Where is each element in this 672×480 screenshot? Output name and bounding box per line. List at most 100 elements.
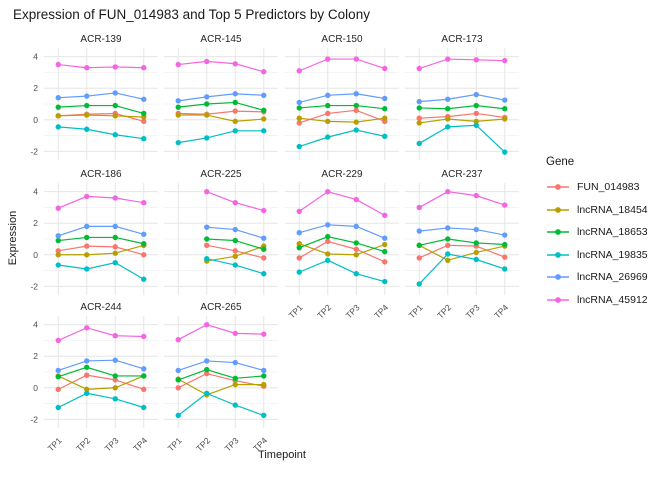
data-point — [445, 236, 451, 242]
series-lncRNA_45912 — [416, 56, 508, 72]
series-line — [58, 114, 144, 118]
series-line — [58, 236, 144, 245]
data-point — [84, 93, 90, 99]
legend-items: FUN_014983 lncRNA_18454 lncRNA_18653 lncRNA… — [546, 176, 648, 311]
data-point — [84, 223, 90, 230]
x-tick-label: TP1 — [46, 435, 64, 453]
data-point — [445, 124, 451, 130]
data-point — [261, 271, 267, 277]
series-lncRNA_45912 — [55, 325, 147, 344]
data-point — [445, 188, 451, 195]
series-lncRNA_19835 — [416, 122, 508, 155]
series-line — [58, 225, 144, 237]
series-lncRNA_45912 — [55, 61, 147, 71]
series-line — [419, 104, 505, 110]
data-point — [353, 240, 359, 246]
series-line — [57, 375, 144, 390]
data-point — [261, 116, 267, 122]
facet-strip-label: ACR-229 — [321, 169, 363, 180]
series-line — [298, 240, 385, 263]
series-line — [177, 392, 264, 416]
y-tick-label: -2 — [30, 146, 38, 156]
data-point — [296, 115, 302, 121]
data-point — [232, 359, 238, 366]
x-tick-label: TP1 — [287, 302, 305, 320]
data-point — [55, 404, 61, 411]
series-lncRNA_26969 — [55, 90, 147, 102]
data-point — [382, 106, 388, 112]
series-lncRNA_26969 — [55, 223, 147, 239]
series-lncRNA_18653 — [55, 364, 147, 380]
data-point — [141, 366, 147, 372]
data-point — [112, 90, 118, 96]
series-lncRNA_19835 — [55, 259, 147, 282]
legend-key-icon — [547, 251, 569, 258]
data-point — [325, 233, 331, 240]
data-point — [502, 266, 508, 272]
data-point — [55, 124, 61, 130]
legend-key-icon — [547, 274, 569, 281]
series-lncRNA_45912 — [175, 58, 267, 75]
data-point — [141, 200, 147, 206]
data-point — [382, 248, 388, 255]
data-point — [232, 226, 238, 233]
facet-strip-label: ACR-186 — [80, 169, 122, 180]
data-point — [473, 256, 479, 263]
x-tick-label: TP1 — [407, 302, 425, 320]
series-FUN_014983 — [296, 238, 388, 265]
data-point — [416, 242, 422, 249]
data-point — [175, 336, 181, 343]
series-lncRNA_18653 — [175, 99, 267, 114]
x-tick-label: TP2 — [435, 302, 453, 320]
legend-key-icon — [547, 184, 569, 191]
data-point — [261, 235, 267, 241]
series-line — [58, 262, 145, 280]
x-tick-label: TP1 — [166, 435, 184, 453]
legend-item-lncRNA_45912: lncRNA_45912 — [546, 289, 648, 312]
series-line — [299, 236, 385, 253]
series-lncRNA_18653 — [416, 236, 508, 249]
series-line — [299, 129, 385, 148]
chart-title: Expression of FUN_014983 and Top 5 Predi… — [13, 7, 370, 22]
data-point — [141, 136, 147, 142]
data-point — [84, 386, 90, 393]
data-point — [473, 240, 479, 246]
facet-ACR-150: ACR-150 — [285, 34, 399, 160]
data-point — [55, 94, 61, 101]
data-point — [296, 68, 302, 74]
data-point — [112, 396, 118, 402]
data-point — [112, 244, 118, 250]
data-point — [204, 224, 210, 230]
data-point — [141, 241, 147, 247]
y-tick-label: 0 — [33, 250, 38, 260]
data-point — [416, 255, 422, 261]
data-point — [55, 374, 61, 380]
data-point — [55, 113, 61, 119]
series-line — [58, 245, 144, 256]
data-point — [204, 366, 210, 373]
facet-ACR-173: ACR-173 — [405, 34, 519, 160]
y-tick-label: 0 — [33, 383, 38, 393]
data-point — [84, 112, 90, 118]
data-point — [141, 118, 147, 125]
series-lncRNA_18454 — [296, 115, 388, 125]
facet-strip-label: ACR-145 — [200, 34, 242, 45]
series-line — [298, 191, 386, 216]
data-point — [382, 241, 388, 248]
data-point — [204, 358, 210, 364]
data-point — [445, 96, 451, 102]
data-point — [84, 65, 90, 71]
data-point — [141, 404, 147, 411]
series-line — [178, 114, 264, 122]
data-point — [175, 385, 181, 391]
data-point — [55, 252, 61, 258]
series-line — [419, 93, 505, 103]
facet-strip-label: ACR-237 — [441, 169, 483, 180]
legend-key-icon — [547, 296, 569, 303]
series-lncRNA_26969 — [175, 91, 267, 104]
series-lncRNA_18454 — [55, 242, 147, 258]
data-point — [141, 65, 147, 71]
data-point — [416, 105, 422, 111]
series-lncRNA_19835 — [175, 128, 267, 146]
